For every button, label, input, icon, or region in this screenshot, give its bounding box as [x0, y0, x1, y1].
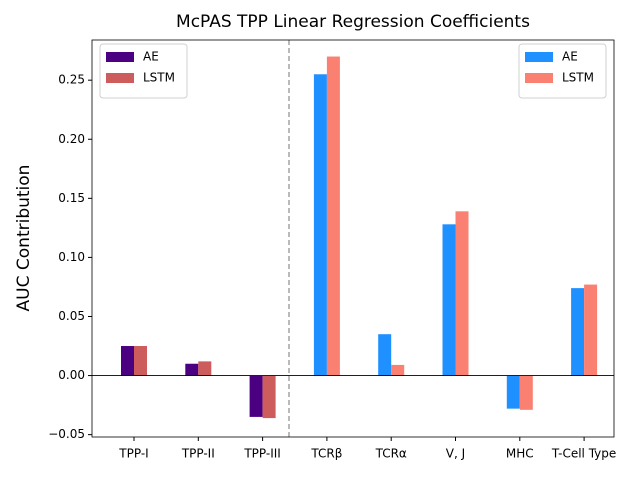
legend-swatch — [106, 52, 134, 62]
x-tick-label: T-Cell Type — [551, 447, 616, 461]
x-tick-label: TCRα — [375, 447, 407, 461]
y-tick-label: 0.20 — [58, 132, 85, 146]
bar — [198, 361, 212, 376]
y-tick-label: 0.05 — [58, 309, 85, 323]
legend-label: LSTM — [143, 71, 175, 85]
legend-swatch — [106, 73, 134, 83]
bar — [185, 363, 199, 376]
bar — [584, 284, 598, 376]
x-tick-label: TCRβ — [310, 447, 342, 461]
bar — [326, 56, 340, 376]
bar — [391, 364, 405, 376]
x-tick-label: TPP-II — [181, 447, 215, 461]
y-tick-label: 0.15 — [58, 191, 85, 205]
bar — [519, 375, 533, 410]
plot-frame — [91, 39, 615, 438]
bar — [442, 224, 456, 376]
x-tick-label: TPP-III — [243, 447, 281, 461]
x-tick-label: V, J — [446, 447, 465, 461]
bar — [378, 334, 392, 376]
bar — [262, 375, 276, 419]
y-tick-label: −0.05 — [48, 427, 85, 441]
x-tick-label: TPP-I — [118, 447, 148, 461]
y-tick-label: 0.00 — [58, 368, 85, 382]
legend-label: AE — [562, 50, 578, 64]
y-tick-label: 0.25 — [58, 73, 85, 87]
y-tick-label: 0.10 — [58, 250, 85, 264]
legend-label: AE — [143, 50, 159, 64]
y-axis-label: AUC Contribution — [14, 165, 34, 312]
x-tick-label: MHC — [506, 447, 534, 461]
bar — [249, 375, 263, 417]
bar — [134, 346, 147, 376]
bar — [313, 74, 327, 376]
bar — [571, 288, 585, 376]
legend-label: LSTM — [562, 71, 594, 85]
legend-swatch — [525, 73, 553, 83]
chart-title: McPAS TPP Linear Regression Coefficients — [176, 12, 530, 32]
legend-swatch — [525, 52, 553, 62]
bar — [506, 375, 520, 409]
bar — [121, 346, 134, 376]
bar — [455, 211, 469, 376]
